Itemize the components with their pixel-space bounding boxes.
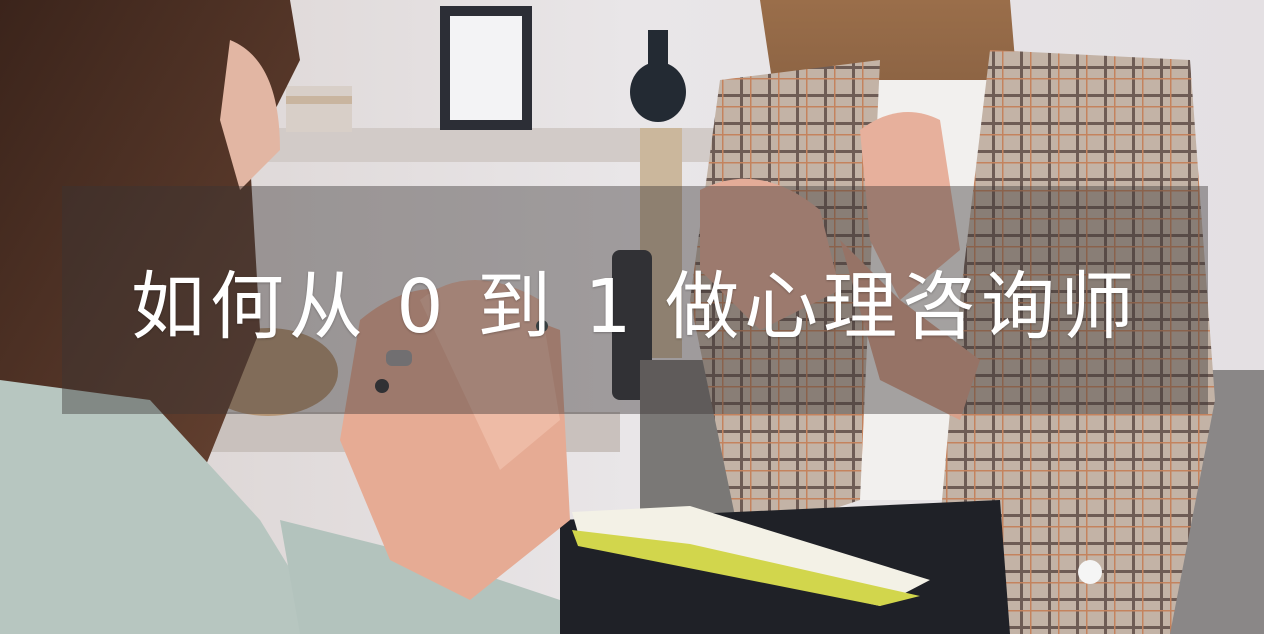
title-overlay: 如何从 0 到 1 做心理咨询师 <box>62 186 1208 414</box>
banner-title: 如何从 0 到 1 做心理咨询师 <box>130 263 1140 350</box>
